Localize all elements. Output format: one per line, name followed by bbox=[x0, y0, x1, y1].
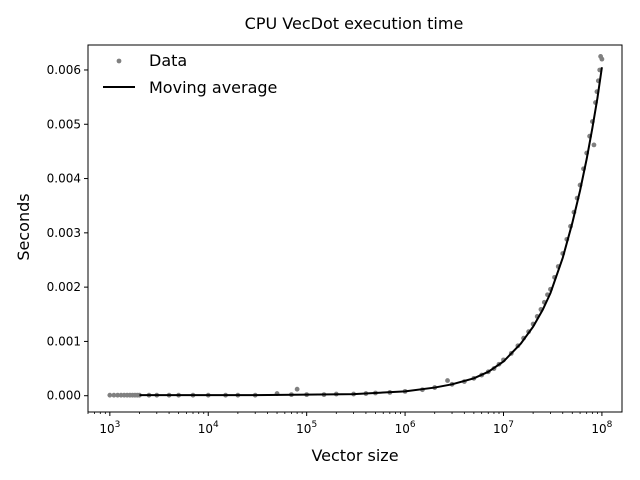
legend-label-data: Data bbox=[149, 51, 187, 70]
moving-average-line bbox=[139, 67, 603, 397]
y-tick-label: 0.003 bbox=[47, 226, 81, 240]
y-tick-label: 0.004 bbox=[47, 172, 81, 186]
data-point bbox=[107, 392, 113, 398]
data-point bbox=[599, 56, 605, 62]
legend-label-moving-average: Moving average bbox=[149, 78, 277, 97]
data-point bbox=[111, 392, 117, 398]
x-tick-label: 105 bbox=[296, 420, 317, 436]
data-point bbox=[294, 386, 300, 392]
y-tick-label: 0.006 bbox=[47, 63, 81, 77]
legend: Data Moving average bbox=[103, 51, 277, 97]
x-tick-label: 108 bbox=[591, 420, 612, 436]
x-tick-label: 104 bbox=[198, 420, 219, 436]
y-tick-label: 0.002 bbox=[47, 280, 81, 294]
data-point bbox=[115, 392, 121, 398]
chart-title: CPU VecDot execution time bbox=[245, 14, 464, 33]
y-axis-label: Seconds bbox=[14, 193, 33, 260]
data-point bbox=[445, 378, 450, 383]
y-tick-label: 0.005 bbox=[47, 117, 81, 131]
x-tick-label: 107 bbox=[493, 420, 514, 436]
y-axis: 0.000 0.001 0.002 0.003 0.004 0.005 0.006 bbox=[47, 63, 88, 403]
legend-marker-data bbox=[116, 58, 122, 64]
plot-frame bbox=[87, 44, 623, 413]
data-point bbox=[591, 142, 597, 148]
x-tick-label: 103 bbox=[99, 420, 120, 436]
plot-area bbox=[107, 54, 605, 398]
y-tick-label: 0.000 bbox=[47, 389, 81, 403]
x-axis-label: Vector size bbox=[311, 446, 398, 465]
x-tick-label: 106 bbox=[395, 420, 416, 436]
y-tick-label: 0.001 bbox=[47, 334, 81, 348]
